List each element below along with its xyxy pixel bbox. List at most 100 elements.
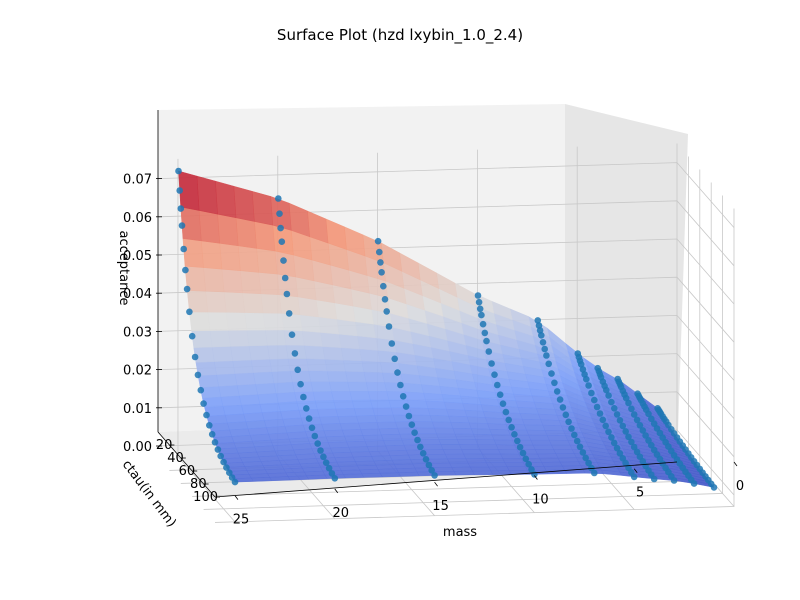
surface-patch (357, 464, 379, 471)
scatter-point (408, 421, 416, 429)
scatter-point (276, 210, 283, 217)
x-tick-label: 25 (233, 513, 250, 528)
surface-patch (314, 400, 336, 410)
scatter-point (291, 350, 299, 357)
scatter-point (220, 458, 227, 466)
surface-patch (244, 312, 266, 331)
surface-patch (338, 333, 360, 350)
scatter-point (308, 424, 316, 432)
x-axis-label: mass (443, 525, 477, 540)
surface-patch (497, 449, 520, 455)
scatter-point (180, 245, 187, 253)
surface-patch (424, 449, 446, 455)
scatter-point (593, 403, 601, 411)
scatter-point (476, 305, 484, 313)
scatter-point (380, 282, 387, 290)
surface-patch (250, 359, 273, 374)
scatter-point (710, 484, 718, 491)
surface-patch (340, 347, 362, 362)
scatter-point (577, 361, 585, 368)
scatter-point (505, 416, 512, 424)
scatter-point (374, 237, 382, 245)
surface-patch (214, 360, 236, 376)
surface-patch (221, 268, 243, 294)
surface-patch (370, 399, 392, 409)
surface-patch (346, 440, 368, 448)
scatter-point (320, 453, 327, 461)
surface-patch (318, 316, 340, 335)
surface-patch (251, 191, 274, 226)
scatter-point (176, 187, 183, 194)
scatter-point (191, 353, 199, 361)
y-tick-label: 80 (190, 477, 207, 492)
surface-patch (435, 471, 457, 476)
surface-patch (334, 456, 356, 463)
scatter-point (502, 408, 510, 416)
surface-patch (428, 458, 450, 464)
scatter-point (422, 456, 430, 463)
scatter-point (551, 379, 558, 387)
scatter-point (197, 386, 205, 394)
surface-patch (278, 401, 300, 412)
scatter-point (214, 446, 222, 453)
scatter-point (591, 396, 598, 404)
surface-patch (543, 465, 565, 471)
surface-patch (379, 472, 402, 478)
surface-patch (203, 267, 225, 293)
scatter-point (610, 439, 618, 447)
scatter-point (188, 332, 196, 340)
surface-patch (230, 345, 252, 362)
surface-patch (329, 446, 352, 454)
scatter-point (539, 339, 547, 346)
surface-patch (475, 439, 497, 445)
scatter-point (297, 380, 304, 388)
surface-patch (331, 391, 353, 401)
surface-patch (436, 433, 458, 440)
surface-patch (255, 382, 277, 395)
scatter-point (645, 410, 652, 418)
surface-patch (321, 423, 343, 431)
surface-patch (469, 466, 492, 472)
surface-patch (259, 402, 281, 413)
surface-patch (523, 424, 546, 431)
z-tick-label: 0.01 (123, 402, 152, 417)
surface-patch (374, 414, 396, 423)
surface-patch (415, 427, 437, 434)
surface-patch (526, 429, 548, 436)
surface-patch (528, 435, 550, 441)
surface-patch (463, 453, 485, 459)
scatter-point (585, 459, 592, 467)
surface-patch (308, 370, 330, 382)
surface-patch (198, 210, 220, 244)
surface-patch (506, 466, 528, 471)
scatter-point (645, 437, 652, 444)
scatter-point (411, 429, 418, 437)
surface-patch (219, 243, 241, 271)
scatter-point (543, 352, 550, 359)
scatter-point (186, 308, 193, 316)
scatter-point (275, 195, 282, 202)
surface-patch (540, 419, 562, 426)
surface-patch (371, 455, 393, 462)
scatter-point (491, 371, 498, 379)
surface-patch (434, 427, 456, 435)
surface-patch (261, 411, 283, 421)
x-tick-mark (434, 481, 438, 487)
surface-patch (413, 421, 435, 429)
scatter-point (573, 437, 581, 445)
x-tick-labels: 25 20 15 10 5 0 (233, 461, 744, 528)
surface-patch (486, 462, 508, 468)
scatter-point (175, 167, 182, 175)
scatter-point (178, 222, 186, 229)
x-gridline (177, 158, 236, 523)
surface-patch (544, 430, 566, 436)
surface-patch (471, 470, 494, 476)
surface-patch (417, 433, 439, 440)
surface-patch (224, 413, 247, 424)
surface-patch (470, 428, 493, 435)
surface-patch (454, 433, 476, 440)
surface-patch (317, 408, 339, 418)
surface-patch (551, 444, 573, 450)
x-tick-label: 20 (332, 506, 349, 521)
surface-patch (201, 240, 223, 270)
